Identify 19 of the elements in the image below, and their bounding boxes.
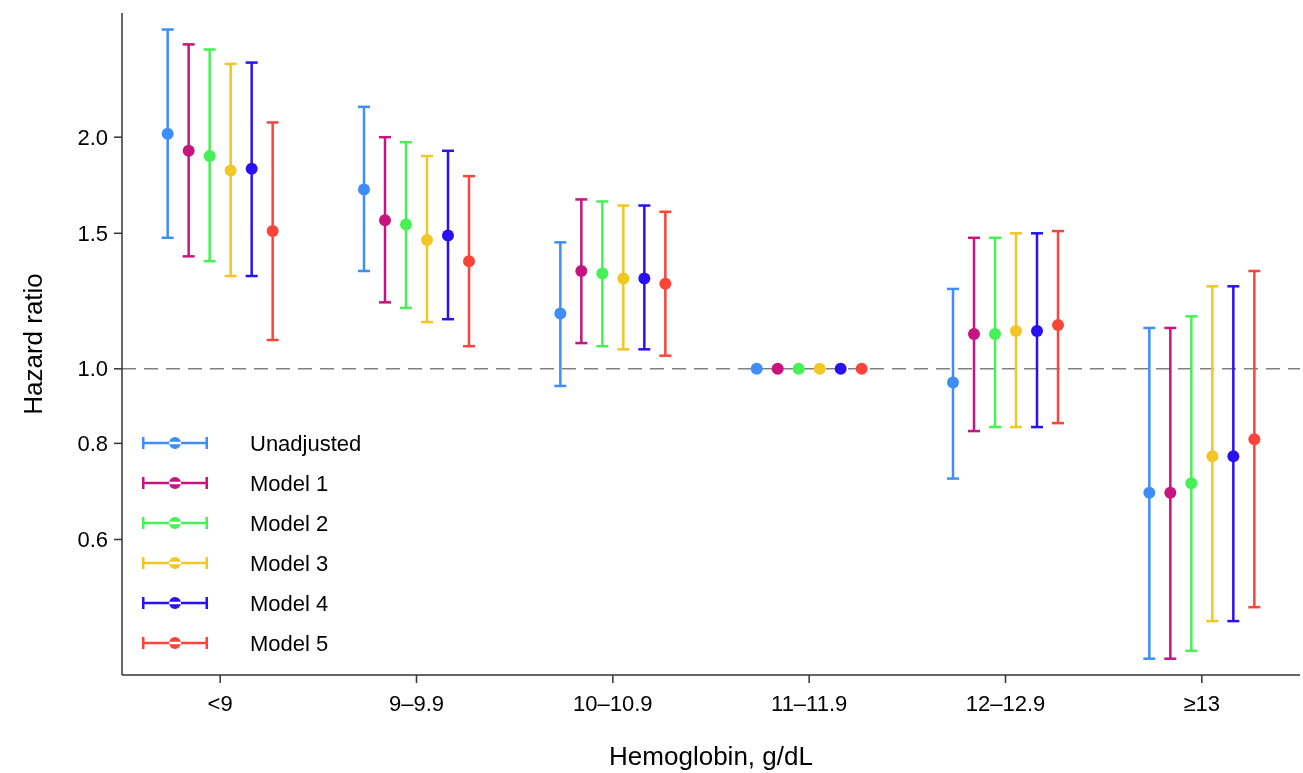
x-tick-label: 11–11.9 bbox=[771, 691, 848, 716]
x-tick-label: 10–10.9 bbox=[573, 691, 653, 716]
legend-label: Model 2 bbox=[250, 510, 329, 536]
x-axis-title: Hemoglobin, g/dL bbox=[609, 741, 813, 771]
legend-label: Model 3 bbox=[250, 550, 329, 576]
legend-label: Model 4 bbox=[250, 590, 329, 616]
y-tick-label: 0.8 bbox=[77, 431, 108, 457]
x-tick-label: 9–9.9 bbox=[388, 691, 445, 716]
y-tick-label: 1.0 bbox=[77, 356, 108, 382]
legend-label: Model 5 bbox=[250, 630, 329, 656]
y-axis-title: Hazard ratio bbox=[18, 273, 48, 415]
y-tick-label: 0.6 bbox=[77, 527, 108, 553]
x-tick-label: 12–12.9 bbox=[965, 691, 1046, 716]
y-tick-label: 1.5 bbox=[77, 221, 108, 246]
x-tick-label: ≥13 bbox=[1183, 691, 1221, 716]
x-tick-label: <9 bbox=[207, 691, 233, 716]
legend-label: Model 1 bbox=[250, 470, 329, 496]
y-tick-label: 2.0 bbox=[77, 124, 108, 150]
legend-label: Unadjusted bbox=[250, 430, 362, 456]
